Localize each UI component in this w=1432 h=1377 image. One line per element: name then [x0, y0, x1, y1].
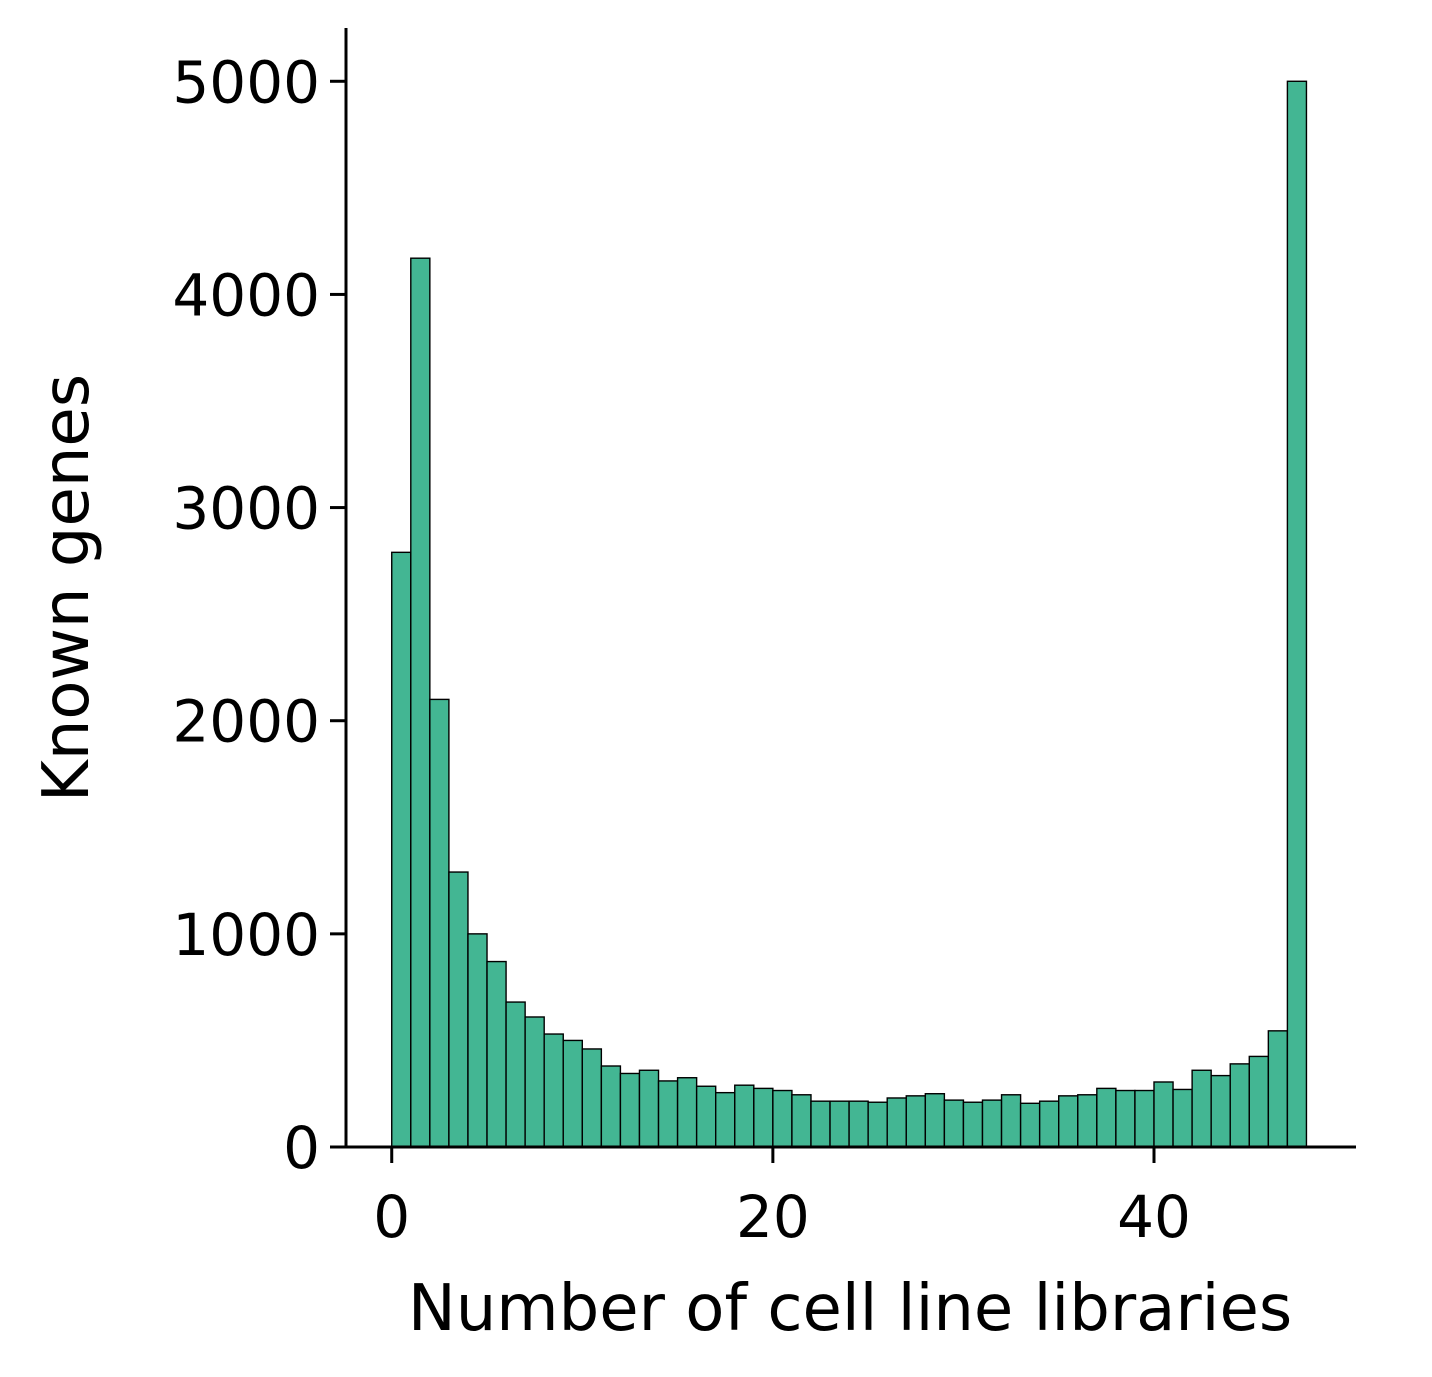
- y-tick-label: 1000: [172, 901, 320, 969]
- histogram-bar: [924, 1093, 946, 1148]
- histogram-bar: [581, 1048, 603, 1148]
- histogram-bar: [753, 1087, 774, 1148]
- histogram-bar: [562, 1039, 584, 1148]
- histogram-bar: [467, 933, 488, 1148]
- histogram-bar: [905, 1095, 927, 1148]
- histogram-bar: [1286, 80, 1308, 1148]
- histogram-bar: [1038, 1100, 1060, 1148]
- histogram-bar: [505, 1001, 526, 1148]
- histogram-bar: [1172, 1088, 1193, 1148]
- histogram-bar: [810, 1100, 831, 1148]
- histogram-bar: [1134, 1089, 1155, 1148]
- axes-group: 0 1000 2000 3000 4000 5000 0 20 40: [172, 28, 1356, 1251]
- histogram-bar: [714, 1091, 736, 1148]
- histogram-bar: [619, 1072, 641, 1148]
- y-tick-label: 2000: [172, 688, 320, 756]
- histogram-bar: [543, 1033, 564, 1148]
- histogram-bar: [848, 1100, 869, 1148]
- histogram-bar: [1000, 1094, 1022, 1148]
- histogram-bar: [1248, 1055, 1270, 1148]
- histogram-bar: [1115, 1089, 1136, 1148]
- x-tick-label: 0: [373, 1183, 410, 1251]
- histogram-bar: [676, 1077, 698, 1148]
- histogram-bar: [429, 698, 450, 1148]
- histogram-bar: [1077, 1094, 1098, 1148]
- histogram-bar: [734, 1084, 755, 1148]
- histogram-bar: [867, 1101, 888, 1148]
- histogram-bar: [1210, 1074, 1231, 1148]
- histogram-bar: [410, 257, 431, 1148]
- histogram-bar: [1096, 1087, 1117, 1148]
- y-tick-label: 0: [283, 1114, 320, 1182]
- histogram-bar: [448, 871, 469, 1148]
- histogram-bar: [1267, 1030, 1289, 1148]
- x-tick-label: 40: [1117, 1183, 1191, 1251]
- histogram-bar: [638, 1069, 660, 1148]
- histogram-bar: [772, 1089, 793, 1148]
- histogram-bar: [1058, 1095, 1079, 1148]
- x-axis-title: Number of cell line libraries: [408, 1272, 1292, 1346]
- histogram-bar: [886, 1097, 907, 1148]
- labels-group: Number of cell line libraries Known gene…: [30, 374, 1292, 1346]
- bars-group: [391, 80, 1308, 1148]
- histogram-bar: [962, 1101, 984, 1148]
- histogram-bar: [524, 1016, 545, 1148]
- histogram-bar: [391, 551, 412, 1148]
- histogram-bar: [1229, 1063, 1250, 1148]
- x-tick-label: 20: [736, 1183, 810, 1251]
- histogram-bar: [829, 1100, 850, 1148]
- histogram-bar: [486, 960, 507, 1148]
- histogram-bar: [791, 1094, 812, 1148]
- histogram-bar: [1153, 1081, 1174, 1148]
- histogram-bar: [1191, 1069, 1212, 1148]
- histogram-bar: [695, 1085, 717, 1148]
- y-tick-label: 4000: [172, 261, 320, 329]
- histogram-bar: [600, 1065, 622, 1148]
- y-axis-title: Known genes: [30, 374, 104, 802]
- histogram-bar: [657, 1080, 679, 1148]
- histogram-bar: [1019, 1102, 1041, 1148]
- y-tick-label: 3000: [172, 475, 320, 543]
- histogram-bar: [981, 1099, 1003, 1148]
- histogram-bar: [943, 1099, 965, 1148]
- y-tick-label: 5000: [172, 48, 320, 116]
